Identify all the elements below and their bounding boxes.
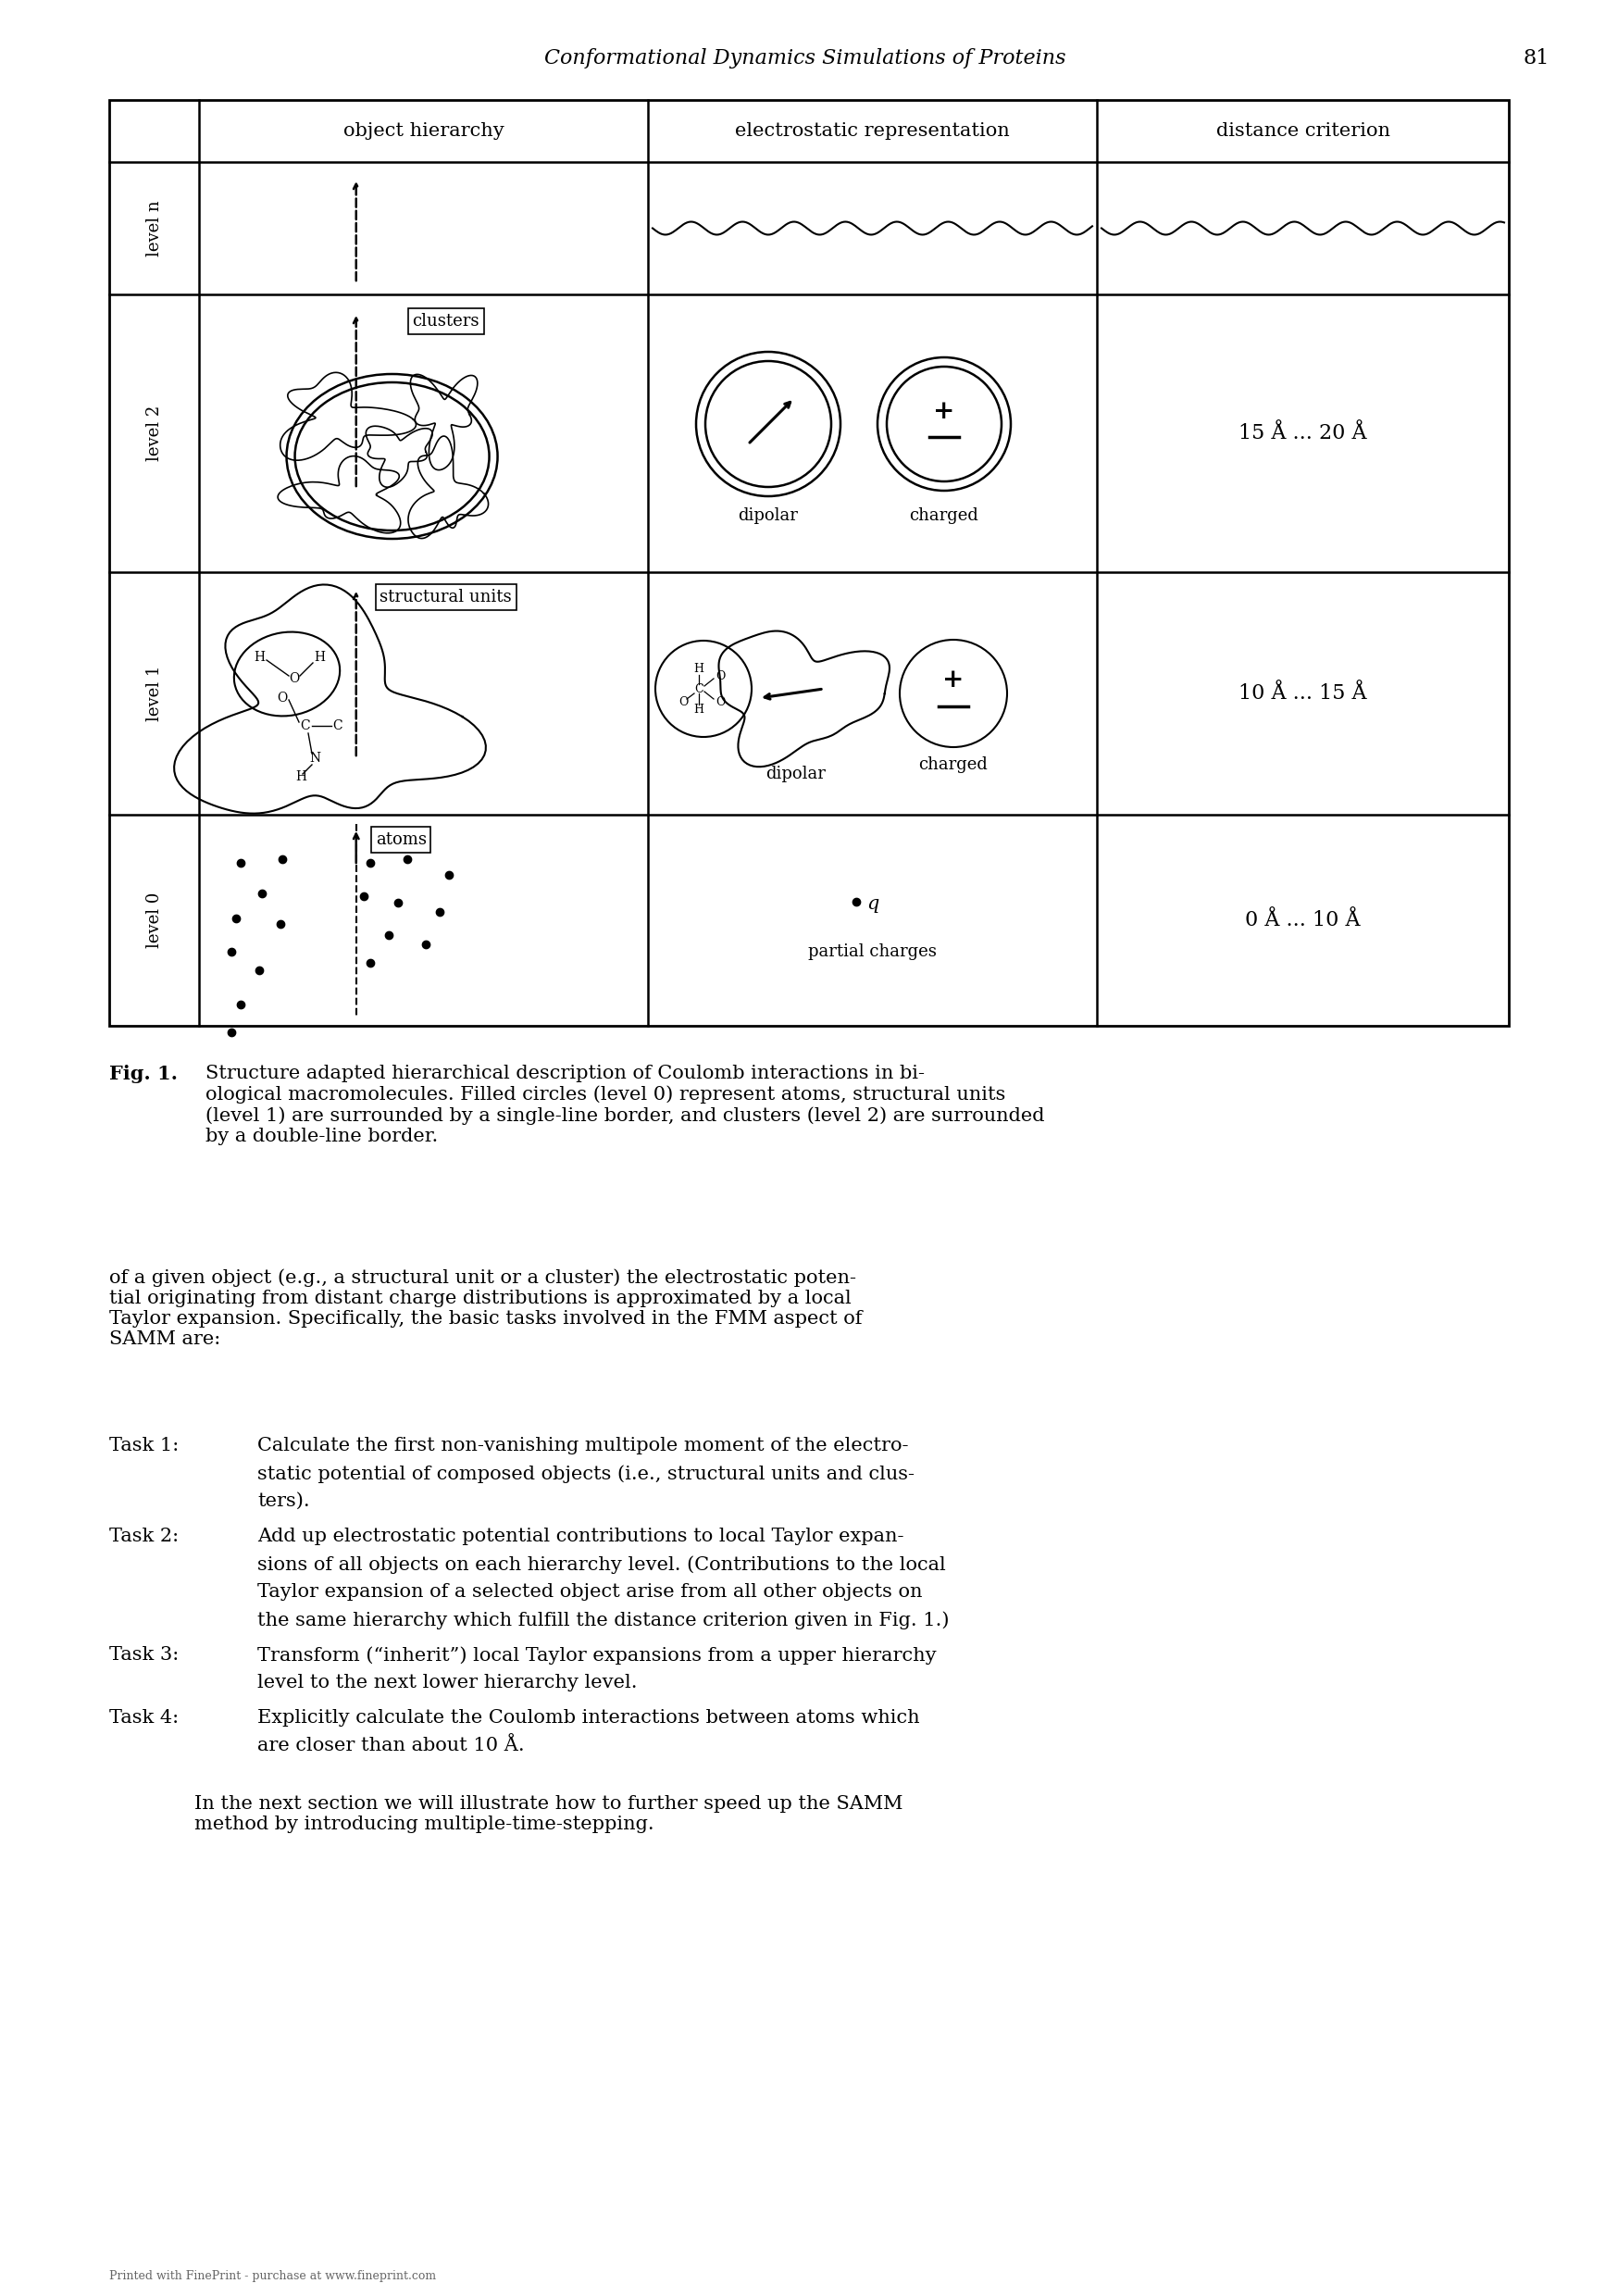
Text: 10 Å ... 15 Å: 10 Å ... 15 Å: [1239, 684, 1367, 703]
Text: dipolar: dipolar: [765, 765, 827, 783]
Text: 15 Å ... 20 Å: 15 Å ... 20 Å: [1239, 422, 1367, 443]
Text: +: +: [943, 668, 964, 693]
Text: H: H: [254, 650, 265, 664]
Text: atoms: atoms: [375, 831, 427, 847]
Text: H: H: [694, 664, 704, 675]
Text: object hierarchy: object hierarchy: [343, 122, 503, 140]
Text: H: H: [314, 650, 325, 664]
Text: Taylor expansion of a selected object arise from all other objects on: Taylor expansion of a selected object ar…: [257, 1584, 922, 1600]
Bar: [110, 101, 1508, 1026]
Text: O: O: [715, 670, 725, 682]
Text: C: C: [301, 719, 311, 732]
Text: electrostatic representation: electrostatic representation: [735, 122, 1010, 140]
Text: Task 3:: Task 3:: [110, 1646, 180, 1665]
Text: O: O: [678, 696, 688, 707]
Text: structural units: structural units: [380, 588, 511, 606]
Text: In the next section we will illustrate how to further speed up the SAMM
method b: In the next section we will illustrate h…: [194, 1795, 903, 1832]
Text: clusters: clusters: [413, 312, 479, 331]
Text: ters).: ters).: [257, 1492, 309, 1511]
Text: static potential of composed objects (i.e., structural units and clus-: static potential of composed objects (i.…: [257, 1465, 914, 1483]
Text: charged: charged: [919, 755, 989, 774]
Text: the same hierarchy which fulfill the distance criterion given in Fig. 1.): the same hierarchy which fulfill the dis…: [257, 1612, 950, 1630]
Text: O: O: [715, 696, 725, 707]
Text: H: H: [694, 703, 704, 714]
Text: Task 1:: Task 1:: [110, 1437, 180, 1453]
Text: level to the next lower hierarchy level.: level to the next lower hierarchy level.: [257, 1674, 637, 1692]
Text: partial charges: partial charges: [807, 944, 937, 960]
Text: +: +: [934, 400, 955, 422]
Text: Add up electrostatic potential contributions to local Taylor expan-: Add up electrostatic potential contribut…: [257, 1527, 904, 1545]
Text: Task 2:: Task 2:: [110, 1527, 178, 1545]
Text: C: C: [333, 719, 343, 732]
Text: 81: 81: [1524, 48, 1550, 69]
Text: sions of all objects on each hierarchy level. (Contributions to the local: sions of all objects on each hierarchy l…: [257, 1554, 947, 1573]
Text: O: O: [290, 673, 299, 684]
Text: Structure adapted hierarchical description of Coulomb interactions in bi-
ologic: Structure adapted hierarchical descripti…: [205, 1065, 1045, 1146]
Text: charged: charged: [909, 507, 979, 523]
Text: level 0: level 0: [146, 893, 162, 948]
Text: C: C: [694, 682, 704, 696]
Text: distance criterion: distance criterion: [1215, 122, 1390, 140]
Text: q: q: [867, 895, 879, 912]
Text: Fig. 1.: Fig. 1.: [110, 1065, 178, 1084]
Text: Calculate the first non-vanishing multipole moment of the electro-: Calculate the first non-vanishing multip…: [257, 1437, 908, 1453]
Text: Conformational Dynamics Simulations of Proteins: Conformational Dynamics Simulations of P…: [545, 48, 1066, 69]
Text: Printed with FinePrint - purchase at www.fineprint.com: Printed with FinePrint - purchase at www…: [110, 2271, 437, 2282]
Text: H: H: [294, 769, 306, 783]
Text: Transform (“inherit”) local Taylor expansions from a upper hierarchy: Transform (“inherit”) local Taylor expan…: [257, 1646, 937, 1665]
Text: Task 4:: Task 4:: [110, 1708, 178, 1727]
Text: O: O: [277, 691, 288, 705]
Text: level n: level n: [146, 200, 162, 257]
Text: level 2: level 2: [146, 406, 162, 461]
Text: are closer than about 10 Å.: are closer than about 10 Å.: [257, 1736, 524, 1754]
Text: 0 Å ... 10 Å: 0 Å ... 10 Å: [1246, 909, 1361, 930]
Text: dipolar: dipolar: [738, 507, 798, 523]
Text: Explicitly calculate the Coulomb interactions between atoms which: Explicitly calculate the Coulomb interac…: [257, 1708, 919, 1727]
Text: of a given object (e.g., a structural unit or a cluster) the electrostatic poten: of a given object (e.g., a structural un…: [110, 1267, 862, 1348]
Text: N: N: [309, 751, 320, 765]
Text: level 1: level 1: [146, 666, 162, 721]
